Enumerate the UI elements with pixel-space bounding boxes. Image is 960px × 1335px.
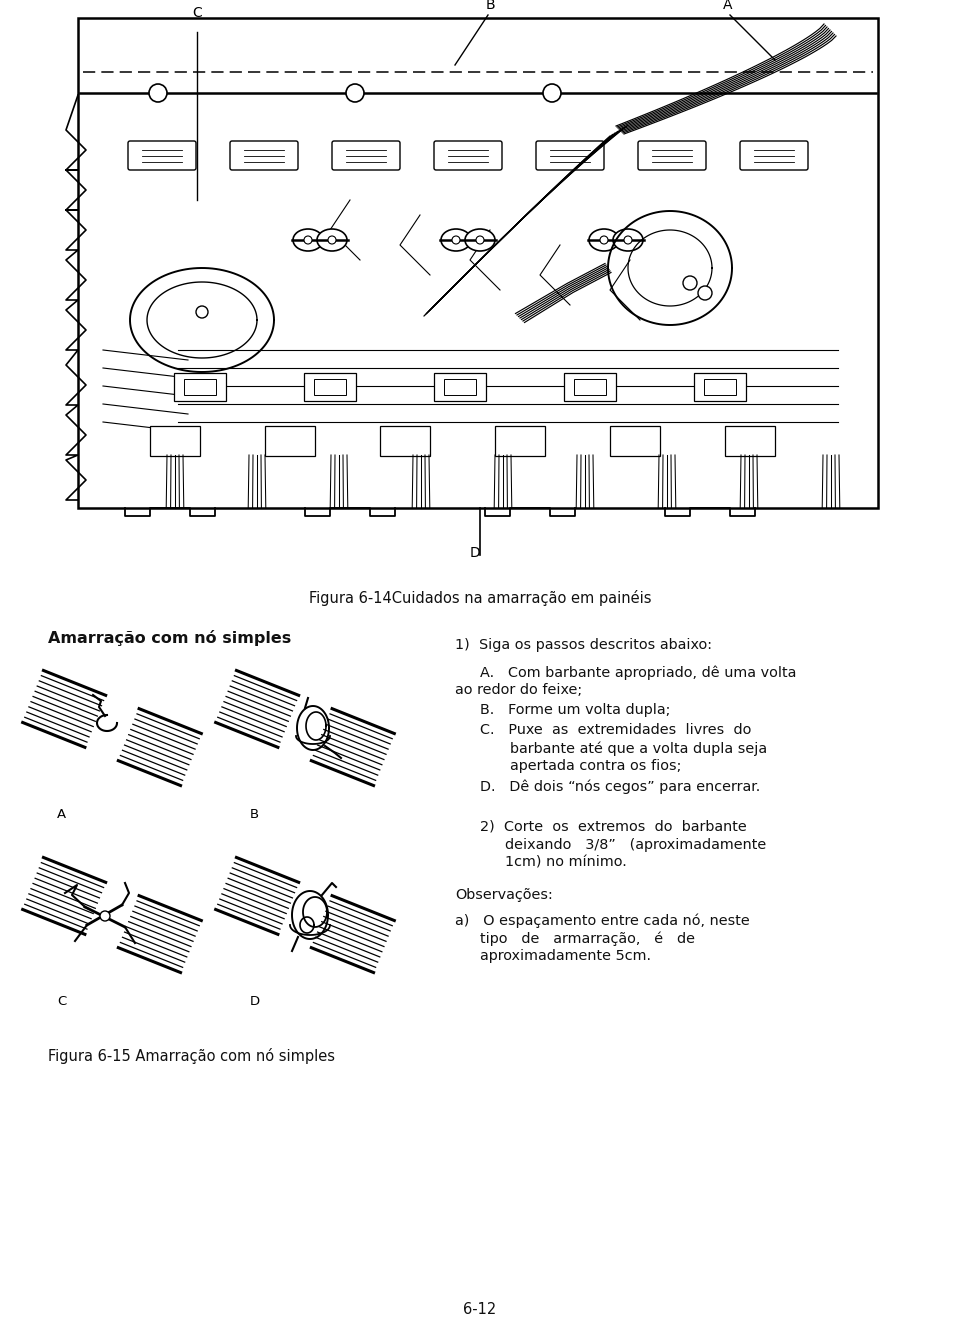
- Circle shape: [698, 286, 712, 300]
- Circle shape: [100, 910, 110, 921]
- FancyBboxPatch shape: [265, 426, 315, 457]
- Circle shape: [328, 236, 336, 244]
- FancyBboxPatch shape: [380, 426, 430, 457]
- FancyBboxPatch shape: [230, 142, 298, 170]
- Circle shape: [683, 276, 697, 290]
- Text: Amarração com nó simples: Amarração com nó simples: [48, 630, 291, 646]
- Circle shape: [346, 84, 364, 101]
- FancyBboxPatch shape: [536, 142, 604, 170]
- FancyBboxPatch shape: [150, 426, 200, 457]
- Circle shape: [624, 236, 632, 244]
- Text: 6-12: 6-12: [464, 1302, 496, 1318]
- Text: A: A: [723, 0, 732, 12]
- Text: C.   Puxe  as  extremidades  livres  do: C. Puxe as extremidades livres do: [480, 724, 752, 737]
- Text: Observações:: Observações:: [455, 888, 553, 902]
- FancyBboxPatch shape: [495, 426, 545, 457]
- Text: B: B: [485, 0, 494, 12]
- FancyBboxPatch shape: [184, 379, 216, 395]
- Text: B.   Forme um volta dupla;: B. Forme um volta dupla;: [480, 704, 670, 717]
- FancyBboxPatch shape: [444, 379, 476, 395]
- FancyBboxPatch shape: [740, 142, 808, 170]
- FancyBboxPatch shape: [434, 142, 502, 170]
- Ellipse shape: [465, 230, 495, 251]
- Ellipse shape: [293, 230, 323, 251]
- FancyBboxPatch shape: [725, 426, 775, 457]
- Text: aproximadamente 5cm.: aproximadamente 5cm.: [480, 949, 651, 963]
- Text: B: B: [250, 808, 259, 821]
- Text: apertada contra os fios;: apertada contra os fios;: [510, 760, 682, 773]
- Text: Figura 6-14Cuidados na amarração em painéis: Figura 6-14Cuidados na amarração em pain…: [309, 590, 651, 606]
- FancyBboxPatch shape: [332, 142, 400, 170]
- Text: C: C: [192, 5, 202, 20]
- Text: Figura 6-15 Amarração com nó simples: Figura 6-15 Amarração com nó simples: [48, 1048, 335, 1064]
- Text: a)   O espaçamento entre cada nó, neste: a) O espaçamento entre cada nó, neste: [455, 913, 750, 928]
- FancyBboxPatch shape: [574, 379, 606, 395]
- Circle shape: [304, 236, 312, 244]
- Text: D: D: [250, 995, 260, 1008]
- Text: barbante até que a volta dupla seja: barbante até que a volta dupla seja: [510, 741, 767, 756]
- Text: C: C: [57, 995, 66, 1008]
- FancyBboxPatch shape: [694, 372, 746, 400]
- Text: tipo   de   armarração,   é   de: tipo de armarração, é de: [480, 930, 695, 945]
- FancyBboxPatch shape: [128, 142, 196, 170]
- Text: D: D: [469, 546, 480, 559]
- Ellipse shape: [613, 230, 643, 251]
- Circle shape: [196, 306, 208, 318]
- Circle shape: [543, 84, 561, 101]
- Circle shape: [476, 236, 484, 244]
- FancyBboxPatch shape: [314, 379, 346, 395]
- FancyBboxPatch shape: [304, 372, 356, 400]
- FancyBboxPatch shape: [174, 372, 226, 400]
- FancyBboxPatch shape: [704, 379, 736, 395]
- Text: A.   Com barbante apropriado, dê uma volta: A. Com barbante apropriado, dê uma volta: [480, 665, 797, 680]
- Ellipse shape: [441, 230, 471, 251]
- Text: A: A: [57, 808, 66, 821]
- FancyBboxPatch shape: [638, 142, 706, 170]
- Ellipse shape: [589, 230, 619, 251]
- Text: ao redor do feixe;: ao redor do feixe;: [455, 684, 582, 697]
- Text: deixando   3/8”   (aproximadamente: deixando 3/8” (aproximadamente: [505, 838, 766, 852]
- Text: 2)  Corte  os  extremos  do  barbante: 2) Corte os extremos do barbante: [480, 820, 747, 834]
- Text: 1)  Siga os passos descritos abaixo:: 1) Siga os passos descritos abaixo:: [455, 638, 712, 651]
- FancyBboxPatch shape: [610, 426, 660, 457]
- FancyBboxPatch shape: [434, 372, 486, 400]
- Ellipse shape: [317, 230, 347, 251]
- FancyBboxPatch shape: [564, 372, 616, 400]
- Text: D.   Dê dois “nós cegos” para encerrar.: D. Dê dois “nós cegos” para encerrar.: [480, 780, 760, 793]
- Bar: [78, 17, 878, 509]
- Circle shape: [452, 236, 460, 244]
- Text: 1cm) no mínimo.: 1cm) no mínimo.: [505, 856, 627, 870]
- Circle shape: [600, 236, 608, 244]
- Circle shape: [149, 84, 167, 101]
